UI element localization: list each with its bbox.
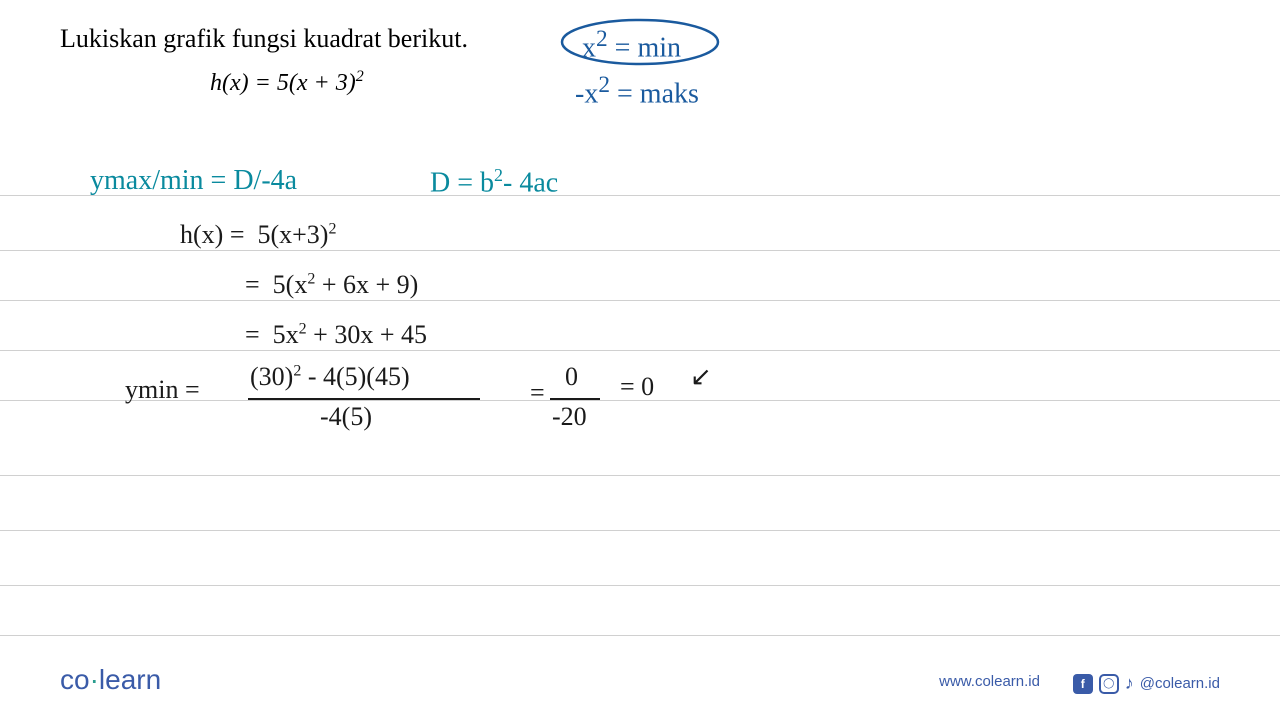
- note-x2-min: x2 = min: [582, 26, 681, 64]
- rule-line: [0, 350, 1280, 351]
- ymin-numerator: (30)2 - 4(5)(45): [250, 362, 410, 392]
- rule-line: [0, 530, 1280, 531]
- rule-line: [0, 250, 1280, 251]
- rule-line: [0, 635, 1280, 636]
- rule-line: [0, 475, 1280, 476]
- ruled-paper: [0, 195, 1280, 625]
- formula-text: h(x) = 5(x + 3)2: [210, 70, 364, 96]
- note-x2-maks: -x2 = maks: [575, 72, 699, 110]
- rule-line: [0, 585, 1280, 586]
- brand-logo: co·learn: [60, 664, 161, 696]
- fraction-bar-2: [550, 398, 600, 400]
- tiktok-icon: ♪: [1125, 673, 1134, 694]
- social-handle: @colearn.id: [1140, 675, 1220, 692]
- problem-prompt: Lukiskan grafik fungsi kuadrat berikut.: [60, 24, 468, 54]
- rule-line: [0, 300, 1280, 301]
- formula-discriminant: D = b2- 4ac: [430, 165, 558, 199]
- ymin-result: = 0: [620, 372, 654, 402]
- problem-formula: h(x) = 5(x + 3)2: [210, 68, 364, 97]
- ymin-frac2-denominator: -20: [552, 402, 587, 432]
- fraction-bar-1: [248, 398, 480, 400]
- logo-co: co: [60, 664, 90, 695]
- logo-dot: ·: [90, 664, 99, 695]
- logo-learn: learn: [99, 664, 161, 695]
- work-step-1: h(x) = 5(x+3)2: [180, 220, 336, 250]
- instagram-icon: ◯: [1099, 674, 1119, 694]
- ymin-label: ymin =: [125, 375, 200, 405]
- footer-url: www.colearn.id: [939, 673, 1040, 690]
- ymin-denominator: -4(5): [320, 402, 372, 432]
- formula-ymax-min: ymax/min = D/-4a: [90, 165, 297, 197]
- ymin-equals: =: [530, 378, 545, 408]
- footer-social: f ◯ ♪ @colearn.id: [1073, 673, 1220, 694]
- work-step-3: = 5x2 + 30x + 45: [245, 320, 427, 350]
- ymin-frac2-numerator: 0: [565, 362, 578, 392]
- work-step-2: = 5(x2 + 6x + 9): [245, 270, 418, 300]
- facebook-icon: f: [1073, 674, 1093, 694]
- ymin-arrow-icon: ↙: [690, 362, 712, 392]
